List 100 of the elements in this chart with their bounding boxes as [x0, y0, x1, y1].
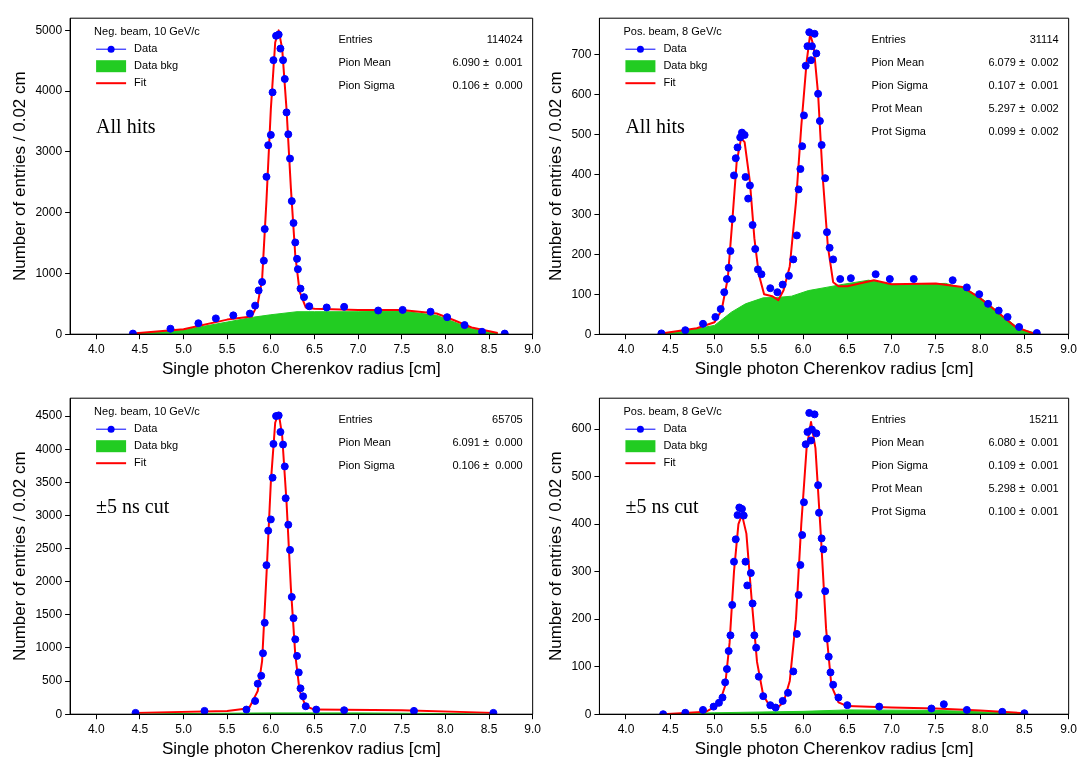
legend-title: Neg. beam, 10 GeV/c — [94, 25, 201, 38]
y-tick-label: 500 — [42, 673, 63, 688]
x-tick-label: 8.0 — [971, 721, 989, 736]
x-tick-label: 9.0 — [1060, 341, 1078, 356]
annotation: 0.099 ± 0.002 — [988, 125, 1059, 138]
annotation: 0.107 ± 0.001 — [988, 79, 1059, 92]
y-tick-label: 200 — [571, 246, 592, 261]
annotation: 0.106 ± 0.000 — [452, 79, 523, 92]
x-tick-label: 4.5 — [131, 341, 149, 356]
x-tick-label: 6.5 — [306, 341, 324, 356]
x-tick-label: 5.5 — [750, 721, 768, 736]
annotation: Prot Sigma — [871, 125, 927, 138]
x-tick-label: 6.5 — [838, 341, 856, 356]
y-tick-label: 400 — [571, 516, 592, 531]
y-axis-title: Number of entries / 0.02 cm — [9, 71, 29, 282]
annotation: Pion Sigma — [338, 459, 396, 472]
y-tick-label: 3000 — [35, 144, 63, 159]
y-tick-label: 200 — [571, 611, 592, 626]
x-tick-label: 6.0 — [262, 341, 280, 356]
x-tick-label: 8.0 — [971, 341, 989, 356]
x-tick-label: 5.5 — [218, 341, 236, 356]
annotation: 6.079 ± 0.002 — [988, 56, 1059, 69]
legend-label: Fit — [663, 456, 676, 469]
y-tick-label: 4500 — [35, 408, 63, 423]
x-tick-label: 5.0 — [175, 721, 193, 736]
x-tick-label: 5.5 — [218, 721, 236, 736]
x-tick-label: 9.0 — [524, 721, 542, 736]
annotation: Pion Sigma — [871, 459, 929, 472]
y-tick-label: 3000 — [35, 507, 63, 522]
x-tick-label: 9.0 — [1060, 721, 1078, 736]
x-tick-label: 7.0 — [349, 721, 367, 736]
y-tick-label: 1500 — [35, 607, 63, 622]
x-tick-label: 7.5 — [927, 341, 945, 356]
annotation: 5.298 ± 0.001 — [988, 482, 1059, 495]
annotation: Entries — [338, 33, 374, 46]
y-tick-label: 400 — [571, 166, 592, 181]
y-tick-label: 0 — [584, 706, 592, 721]
x-tick-label: 4.5 — [131, 721, 149, 736]
annotation: 65705 — [492, 413, 523, 426]
annotation: Entries — [338, 413, 374, 426]
x-axis-title: Single photon Cherenkov radius [cm] — [694, 359, 974, 379]
y-tick-label: 100 — [571, 658, 592, 673]
annotation: ±5 ns cut — [625, 495, 700, 518]
legend-label: Data bkg — [134, 59, 179, 72]
x-tick-label: 4.5 — [661, 341, 679, 356]
y-tick-label: 600 — [571, 86, 592, 101]
x-tick-label: 5.5 — [750, 341, 768, 356]
annotation: 0.109 ± 0.001 — [988, 459, 1059, 472]
x-tick-label: 7.5 — [393, 341, 411, 356]
annotation: Pion Mean — [338, 436, 391, 449]
x-tick-label: 7.5 — [927, 721, 945, 736]
x-tick-label: 5.0 — [706, 341, 724, 356]
legend-label: Fit — [134, 456, 147, 469]
legend-label: Data bkg — [663, 439, 708, 452]
legend-title: Pos. beam, 8 GeV/c — [623, 405, 723, 418]
y-tick-label: 600 — [571, 421, 592, 436]
x-tick-label: 7.5 — [393, 721, 411, 736]
y-tick-label: 100 — [571, 286, 592, 301]
y-tick-label: 1000 — [35, 265, 63, 280]
x-tick-label: 4.0 — [87, 721, 105, 736]
legend-label: Data — [134, 42, 159, 55]
annotation: 0.100 ± 0.001 — [988, 505, 1059, 518]
y-axis-title: Number of entries / 0.02 cm — [9, 451, 29, 662]
legend-title: Pos. beam, 8 GeV/c — [623, 25, 723, 38]
annotation: All hits — [96, 115, 156, 138]
annotation: 31114 — [1029, 33, 1059, 46]
annotation: Prot Mean — [871, 102, 923, 115]
y-axis-title: Number of entries / 0.02 cm — [545, 71, 565, 282]
y-tick-label: 500 — [571, 468, 592, 483]
x-tick-label: 6.5 — [838, 721, 856, 736]
annotation: Entries — [871, 413, 907, 426]
y-tick-label: 4000 — [35, 83, 63, 98]
x-tick-label: 6.0 — [262, 721, 280, 736]
annotation: Pion Sigma — [871, 79, 929, 92]
x-axis-title: Single photon Cherenkov radius [cm] — [694, 739, 974, 759]
y-axis-title: Number of entries / 0.02 cm — [545, 451, 565, 662]
x-tick-label: 5.0 — [175, 341, 193, 356]
y-tick-label: 500 — [571, 126, 592, 141]
x-tick-label: 8.0 — [437, 341, 455, 356]
x-tick-label: 5.0 — [706, 721, 724, 736]
x-tick-label: 8.5 — [1016, 341, 1034, 356]
x-tick-label: 6.0 — [794, 341, 812, 356]
annotation: Pion Sigma — [338, 79, 396, 92]
annotation: 0.106 ± 0.000 — [452, 459, 523, 472]
legend-title: Neg. beam, 10 GeV/c — [94, 405, 201, 418]
y-tick-label: 4000 — [35, 441, 63, 456]
y-tick-label: 5000 — [35, 22, 63, 37]
y-tick-label: 2000 — [35, 574, 63, 589]
annotation: 6.091 ± 0.000 — [452, 436, 523, 449]
annotation: 15211 — [1028, 413, 1059, 426]
legend-label: Fit — [663, 76, 676, 89]
annotation: Prot Mean — [871, 482, 923, 495]
y-tick-label: 1000 — [35, 640, 63, 655]
legend-label: Data bkg — [663, 59, 708, 72]
x-tick-label: 6.5 — [306, 721, 324, 736]
x-tick-label: 4.5 — [661, 721, 679, 736]
annotation: Pion Mean — [871, 56, 925, 69]
y-tick-label: 0 — [55, 706, 63, 721]
x-tick-label: 6.0 — [794, 721, 812, 736]
x-tick-label: 8.5 — [480, 721, 498, 736]
